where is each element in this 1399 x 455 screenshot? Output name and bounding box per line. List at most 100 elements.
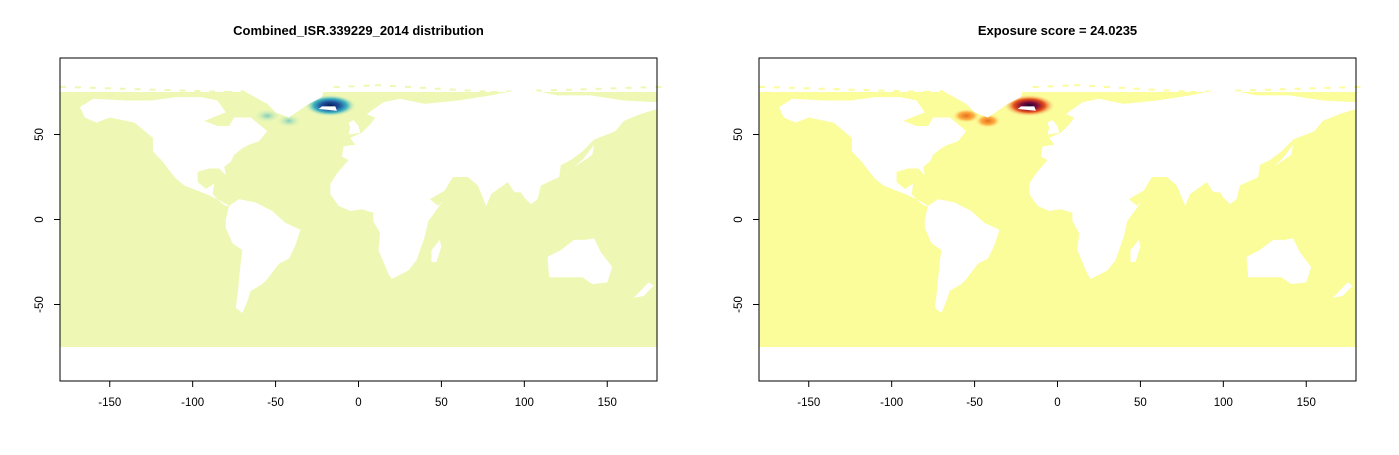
land-madagascar xyxy=(431,239,442,262)
land-south-america xyxy=(924,199,1000,313)
arctic-cell xyxy=(788,86,795,89)
arctic-cell xyxy=(390,85,397,88)
x-tick-label: -100 xyxy=(181,397,204,409)
arctic-cell xyxy=(939,90,946,93)
y-tick-label: 50 xyxy=(733,128,745,141)
arctic-cell xyxy=(833,88,840,91)
arctic-cell xyxy=(595,87,602,90)
arctic-cell xyxy=(610,87,617,90)
hotspot-iceland xyxy=(304,94,357,117)
y-tick-label: 50 xyxy=(34,128,46,141)
land-greenland xyxy=(239,76,326,118)
hotspot-south-greenland xyxy=(275,113,302,128)
arctic-cell xyxy=(225,91,232,93)
land-afro-eurasia xyxy=(330,88,657,279)
arctic-cell xyxy=(60,85,66,88)
arctic-cell xyxy=(1074,84,1081,87)
land-new-zealand xyxy=(1332,282,1353,298)
arctic-cell xyxy=(434,87,441,90)
arctic-cell xyxy=(863,89,870,92)
x-tick-label: -150 xyxy=(98,397,121,409)
arctic-cell xyxy=(1032,86,1039,89)
arctic-cell xyxy=(348,85,355,88)
arctic-cell xyxy=(479,90,486,93)
arctic-cell xyxy=(506,90,513,93)
land-australia xyxy=(547,238,613,285)
arctic-cell xyxy=(625,86,632,89)
panel-title: Exposure score = 24.0235 xyxy=(978,23,1137,38)
x-tick-label: 150 xyxy=(1297,397,1316,409)
y-tick-label: 0 xyxy=(733,216,745,222)
arctic-cell xyxy=(1148,88,1155,91)
arctic-cell xyxy=(1047,85,1054,88)
land-south-america xyxy=(225,199,301,313)
arctic-cell xyxy=(464,89,471,92)
arctic-cell xyxy=(759,85,765,88)
arctic-cell xyxy=(74,86,81,89)
arctic-cell xyxy=(333,86,340,89)
x-tick-label: 50 xyxy=(1134,397,1147,409)
map-panel-2: Exposure score = 24.0235 -150 -100 -50 0 50 10… xyxy=(733,23,1361,409)
arctic-cell xyxy=(1103,85,1110,88)
arctic-cell xyxy=(363,84,370,87)
hotspot-labrador xyxy=(253,108,282,123)
arctic-cell xyxy=(773,86,780,89)
land-iceland xyxy=(1017,106,1036,111)
arctic-cell xyxy=(1309,87,1316,90)
x-tick-label: 0 xyxy=(355,397,361,409)
arctic-cell xyxy=(1089,85,1096,88)
arctic-cell xyxy=(848,88,855,91)
arctic-cell xyxy=(419,86,426,89)
map-panel-1: Combined_ISR.339229_2014 distribution -15… xyxy=(34,23,662,409)
land-japan xyxy=(1273,144,1293,167)
y-tick-label: 0 xyxy=(34,216,46,222)
arctic-cell xyxy=(640,86,647,89)
x-tick-label: 50 xyxy=(435,397,448,409)
arctic-cell xyxy=(119,87,126,90)
arctic-cell xyxy=(655,85,662,88)
arctic-cell xyxy=(1339,86,1346,89)
arctic-cell xyxy=(449,88,456,91)
panel-title: Combined_ISR.339229_2014 distribution xyxy=(233,23,484,38)
y-tick-label: -50 xyxy=(34,296,46,313)
arctic-cell xyxy=(1190,91,1197,93)
hotspot-iceland xyxy=(1003,94,1056,117)
arctic-cell xyxy=(1264,88,1271,91)
land-north-america xyxy=(778,97,967,206)
arctic-cell xyxy=(179,89,186,92)
land-japan xyxy=(574,144,594,167)
arctic-cell xyxy=(1205,90,1212,93)
arctic-cell xyxy=(1118,86,1125,89)
arctic-cell xyxy=(1163,89,1170,92)
land-australia xyxy=(1246,238,1312,285)
land-madagascar xyxy=(1130,239,1141,262)
land-uk xyxy=(1047,120,1060,135)
x-tick-label: -100 xyxy=(880,397,903,409)
land-greenland xyxy=(938,76,1025,118)
arctic-cell xyxy=(1178,90,1185,93)
arctic-cell xyxy=(580,88,587,91)
arctic-cell xyxy=(893,90,900,93)
arctic-cell xyxy=(1133,87,1140,90)
arctic-cell xyxy=(1062,84,1069,87)
land-iceland xyxy=(318,106,337,111)
arctic-cell xyxy=(89,86,96,89)
hotspot-labrador xyxy=(952,108,981,123)
x-tick-label: -150 xyxy=(797,397,820,409)
land-north-america xyxy=(79,97,268,206)
x-tick-label: 100 xyxy=(1214,397,1233,409)
x-tick-label: 150 xyxy=(598,397,617,409)
arctic-cell xyxy=(1294,87,1301,90)
arctic-cell xyxy=(149,88,156,91)
arctic-cell xyxy=(404,85,411,88)
land-new-zealand xyxy=(633,282,654,298)
arctic-cell xyxy=(1249,89,1256,92)
x-tick-label: -50 xyxy=(267,397,284,409)
arctic-cell xyxy=(491,91,498,93)
arctic-cell xyxy=(1324,86,1331,89)
arctic-cell xyxy=(803,87,810,90)
x-tick-label: 100 xyxy=(515,397,534,409)
arctic-cell xyxy=(1279,88,1286,91)
arctic-cell xyxy=(908,90,915,93)
